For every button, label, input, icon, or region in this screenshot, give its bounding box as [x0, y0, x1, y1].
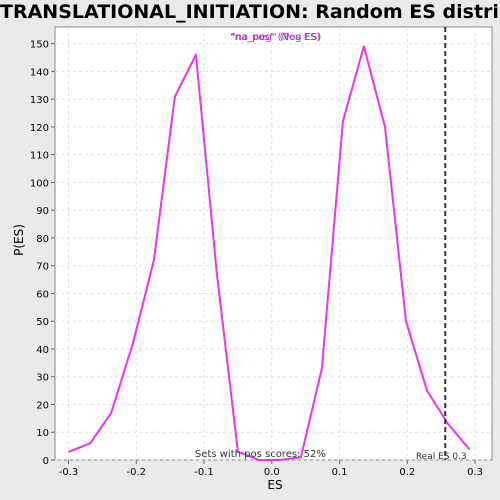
data-point: [467, 447, 470, 450]
legend-entry-overlap: "na_neg" (Pos ES): [231, 32, 320, 43]
y-axis-label: P(ES): [12, 224, 26, 256]
x-tick-label: 0.1: [332, 467, 348, 478]
real-es-label: Real ES 0.3: [416, 452, 467, 462]
data-point: [68, 450, 71, 453]
data-point: [299, 456, 302, 459]
y-tick-label: 80: [36, 234, 49, 245]
y-tick-label: 110: [30, 151, 49, 162]
pos-scores-label: Sets with pos scores: 52%: [195, 449, 326, 460]
data-point: [362, 45, 365, 48]
y-tick-label: 150: [30, 40, 49, 51]
x-tick-label: 0.0: [264, 467, 280, 478]
data-point: [110, 411, 113, 414]
x-tick-label: -0.3: [59, 467, 79, 478]
y-tick-label: 10: [36, 428, 49, 439]
chart-title: TRANSLATIONAL_INITIATION: Random ES dist…: [0, 1, 500, 23]
y-tick-label: 40: [36, 345, 49, 356]
data-point: [404, 320, 407, 323]
y-tick-label: 90: [36, 206, 49, 217]
y-tick-label: 100: [30, 178, 49, 189]
data-point: [173, 95, 176, 98]
series-line: [68, 45, 470, 461]
data-point: [425, 389, 428, 392]
series-layer: [68, 45, 470, 461]
grid-lines: [55, 27, 492, 461]
data-point: [341, 120, 344, 123]
y-tick-label: 70: [36, 262, 49, 273]
data-point: [446, 422, 449, 425]
y-tick-label: 30: [36, 373, 49, 384]
data-point: [320, 367, 323, 370]
x-tick-label: -0.1: [194, 467, 214, 478]
data-point: [257, 459, 260, 461]
y-axis: 0 10 20 30 40 50 60 70 80 90 100 110 120 130 140 150: [30, 40, 55, 467]
plot-area: [54, 26, 493, 461]
legend-entry: "na_pos" (Neg ES): [230, 32, 321, 43]
x-tick-label: 0.3: [467, 467, 483, 478]
x-axis-label: ES: [267, 478, 283, 492]
data-point: [278, 459, 281, 461]
data-point: [131, 342, 134, 345]
y-tick-label: 120: [30, 123, 49, 134]
y-tick-label: 130: [30, 95, 49, 106]
y-tick-label: 20: [36, 400, 49, 411]
y-tick-label: 50: [36, 317, 49, 328]
y-tick-label: 140: [30, 67, 49, 78]
data-point: [383, 125, 386, 128]
data-point: [215, 273, 218, 276]
x-tick-label: -0.2: [127, 467, 147, 478]
y-tick-label: 60: [36, 289, 49, 300]
y-tick-label: 0: [43, 456, 49, 467]
data-point: [236, 450, 239, 453]
x-tick-label: 0.2: [399, 467, 415, 478]
data-point: [89, 442, 92, 445]
data-point: [194, 53, 197, 56]
x-axis: -0.3 -0.2 -0.1 0.0 0.1 0.2 0.3: [59, 460, 483, 478]
data-point: [152, 259, 155, 262]
